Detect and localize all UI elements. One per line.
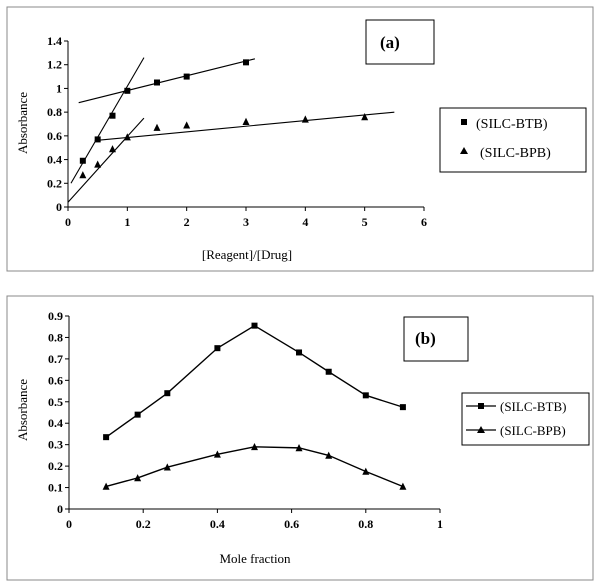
chart-b-y-tick-label: 0.8 bbox=[48, 330, 63, 344]
chart-a-x-tick-label: 0 bbox=[65, 215, 71, 229]
chart-a-y-axis-label: Absorbance bbox=[15, 92, 30, 154]
chart-b-y-tick-label: 0.9 bbox=[48, 309, 63, 323]
chart-b-series-bpb-point bbox=[213, 450, 221, 458]
chart-b-legend-box bbox=[461, 392, 590, 446]
chart-b-series-bpb-point bbox=[399, 482, 407, 490]
chart-b-y-tick-label: 0.7 bbox=[48, 352, 63, 366]
chart-a-series-btb-point bbox=[183, 73, 190, 80]
chart-a-series-bpb-point bbox=[94, 160, 102, 168]
chart-a-y-tick-label: 1.4 bbox=[47, 34, 62, 48]
chart-b-legend-label-btb: (SILC-BTB) bbox=[500, 399, 566, 414]
chart-a-legend-box bbox=[439, 107, 587, 173]
chart-a-series-btb-point bbox=[79, 157, 86, 164]
chart-a-series-btb-point bbox=[124, 87, 131, 94]
chart-b-x-tick-label: 0.4 bbox=[210, 517, 225, 531]
chart-a-series-bpb-point bbox=[123, 133, 131, 141]
chart-b-x-tick-label: 1 bbox=[437, 517, 443, 531]
chart-a-legend-label-bpb: (SILC-BPB) bbox=[480, 146, 551, 161]
chart-b-label-box bbox=[403, 316, 469, 362]
chart-b-series-bpb-point bbox=[134, 474, 142, 482]
chart-a-y-tick-label: 0.8 bbox=[47, 105, 62, 119]
chart-b-y-tick-label: 0.1 bbox=[48, 481, 63, 495]
chart-a-series-bpb-point bbox=[79, 171, 87, 179]
chart-b-y-tick-label: 0.3 bbox=[48, 438, 63, 452]
chart-a-series-btb-point bbox=[109, 112, 116, 119]
chart-b-plot-area: 0 0.1 0.2 0.3 0.4 0.5 0.6 0.7 0.8 0.9 0 0.2 0.4 0.6 0.… bbox=[48, 309, 443, 531]
chart-b-legend-item-bpb: (SILC-BPB) bbox=[466, 423, 566, 438]
legend-triangle-marker bbox=[477, 426, 485, 433]
chart-a-series-bpb-point bbox=[361, 113, 369, 121]
chart-b-series-bpb-point bbox=[325, 451, 333, 459]
chart-b-series-btb-point bbox=[134, 411, 141, 418]
chart-b-panel-label: (b) bbox=[415, 329, 436, 348]
chart-b-series-btb-point bbox=[325, 368, 332, 375]
chart-a-series-bpb-trendline bbox=[94, 111, 395, 142]
chart-a-series-btb-point bbox=[243, 59, 249, 66]
chart-b-x-axis-label: Mole fraction bbox=[219, 551, 291, 566]
chart-b-series-bpb-point bbox=[163, 463, 171, 471]
chart-a-series-bpb-point bbox=[109, 145, 116, 153]
chart-b-series-bpb-point bbox=[102, 482, 110, 490]
chart-b-y-tick-label: 0.6 bbox=[48, 373, 63, 387]
chart-b-series-bpb-point bbox=[251, 442, 258, 451]
chart-b-y-tick-label: 0.2 bbox=[48, 459, 63, 473]
chart-a-y-tick-label: 1 bbox=[56, 81, 62, 95]
chart-a-legend-item-btb: (SILC-BTB) bbox=[461, 117, 548, 132]
chart-b-series-btb-point bbox=[251, 322, 258, 329]
chart-b-series-btb-point bbox=[362, 392, 369, 399]
legend-square-marker bbox=[478, 403, 484, 409]
chart-b-series-bpb-point bbox=[295, 444, 303, 452]
chart-a-series-bpb-trendline bbox=[67, 117, 145, 203]
chart-b-legend-item-btb: (SILC-BTB) bbox=[466, 399, 566, 414]
chart-b-legend-label-bpb: (SILC-BPB) bbox=[500, 423, 566, 438]
chart-a-panel-label: (a) bbox=[380, 33, 400, 52]
chart-a-series-btb-trendline bbox=[78, 58, 256, 104]
chart-b-series-btb-point bbox=[296, 349, 303, 356]
chart-b-y-tick-label: 0 bbox=[57, 502, 63, 516]
chart-a-series-btb-point bbox=[154, 79, 160, 86]
chart-a-x-tick-label: 6 bbox=[421, 215, 427, 229]
chart-a-x-tick-label: 1 bbox=[124, 215, 130, 229]
chart-a-y-tick-label: 1.2 bbox=[47, 58, 62, 72]
chart-a-series-bpb-point bbox=[301, 115, 309, 123]
chart-b-series-bpb-point bbox=[362, 467, 370, 475]
chart-a-series-bpb-point bbox=[183, 121, 191, 129]
chart-b-series-btb-point bbox=[103, 434, 110, 441]
chart-a-series-bpb-point bbox=[153, 123, 161, 131]
chart-b-x-tick-label: 0.8 bbox=[358, 517, 373, 531]
chart-a-x-tick-label: 4 bbox=[302, 215, 308, 229]
chart-b-x-tick-label: 0.6 bbox=[284, 517, 299, 531]
chart-a-label-box bbox=[365, 19, 435, 65]
chart-b-y-axis-label: Absorbance bbox=[15, 379, 30, 441]
legend-triangle-marker bbox=[460, 147, 468, 154]
chart-a-series-bpb-point bbox=[242, 117, 250, 125]
chart-a-y-tick-label: 0 bbox=[56, 200, 62, 214]
chart-a-y-tick-label: 0.4 bbox=[47, 153, 62, 167]
chart-a-x-axis-label: [Reagent]/[Drug] bbox=[202, 247, 292, 262]
chart-b-series-btb-point bbox=[399, 404, 406, 411]
chart-a-x-tick-label: 3 bbox=[243, 215, 249, 229]
chart-a-plot-area: 0 0.2 0.4 0.6 0.8 1 1.2 1.4 0 1 2 3 4 5 6 bbox=[47, 34, 427, 229]
chart-b-x-tick-label: 0 bbox=[66, 517, 72, 531]
chart-a-series-btb-point bbox=[94, 136, 101, 143]
chart-a-legend-label-btb: (SILC-BTB) bbox=[476, 117, 548, 132]
chart-b-y-tick-label: 0.4 bbox=[48, 416, 63, 430]
chart-b-series-btb-point bbox=[164, 390, 171, 397]
legend-square-marker bbox=[461, 119, 467, 125]
chart-a-y-tick-label: 0.2 bbox=[47, 176, 62, 190]
chart-a-x-tick-label: 5 bbox=[362, 215, 368, 229]
chart-a-legend-item-bpb: (SILC-BPB) bbox=[460, 146, 551, 161]
chart-b-series-btb-point bbox=[214, 345, 221, 352]
chart-a-y-tick-label: 0.6 bbox=[47, 129, 62, 143]
chart-a-x-tick-label: 2 bbox=[184, 215, 190, 229]
chart-b-x-tick-label: 0.2 bbox=[136, 517, 151, 531]
chart-b-y-tick-label: 0.5 bbox=[48, 395, 63, 409]
